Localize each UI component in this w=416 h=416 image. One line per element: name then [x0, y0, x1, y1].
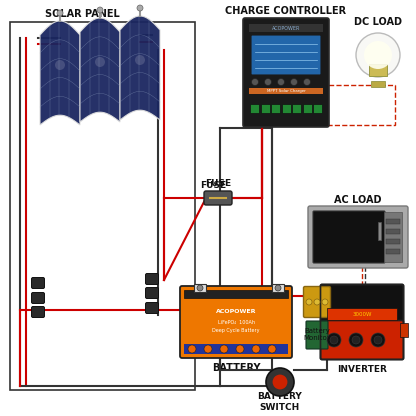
Bar [250, 104, 259, 113]
Text: DC LOAD: DC LOAD [354, 17, 402, 27]
Circle shape [204, 345, 212, 353]
Circle shape [349, 333, 363, 347]
Text: Deep Cycle Battery: Deep Cycle Battery [212, 328, 260, 333]
Circle shape [306, 299, 312, 305]
Circle shape [371, 333, 385, 347]
Bar [386, 239, 400, 244]
FancyBboxPatch shape [146, 302, 158, 314]
Bar [194, 284, 206, 292]
Text: CHARGE CONTROLLER: CHARGE CONTROLLER [225, 6, 347, 16]
FancyBboxPatch shape [251, 35, 321, 75]
Text: ACOPOWER: ACOPOWER [216, 309, 256, 314]
Circle shape [97, 7, 103, 13]
Polygon shape [40, 21, 80, 125]
Bar [184, 344, 288, 354]
Bar [302, 104, 312, 113]
Bar [260, 104, 270, 113]
Circle shape [277, 79, 285, 86]
Bar [386, 229, 400, 234]
Bar [271, 104, 280, 113]
Bar [249, 88, 323, 94]
FancyBboxPatch shape [306, 321, 328, 349]
Circle shape [272, 374, 288, 390]
FancyBboxPatch shape [146, 287, 158, 299]
Text: MPPT Solar Charger: MPPT Solar Charger [267, 89, 305, 93]
Circle shape [314, 299, 320, 305]
Text: SOLAR PANEL: SOLAR PANEL [45, 9, 120, 19]
Circle shape [57, 10, 63, 16]
FancyBboxPatch shape [32, 277, 45, 289]
Circle shape [290, 79, 297, 86]
Text: LiFePO₄  100Ah: LiFePO₄ 100Ah [218, 320, 255, 325]
Polygon shape [120, 16, 160, 120]
Circle shape [197, 285, 203, 291]
Circle shape [266, 368, 294, 396]
Circle shape [135, 55, 145, 65]
Circle shape [304, 79, 310, 86]
FancyBboxPatch shape [320, 285, 404, 324]
Bar [249, 24, 323, 32]
Text: BATTERY: BATTERY [212, 363, 260, 373]
Bar [10, 22, 195, 390]
Text: FUSE: FUSE [205, 178, 231, 188]
FancyBboxPatch shape [304, 287, 330, 317]
FancyBboxPatch shape [32, 292, 45, 304]
FancyBboxPatch shape [313, 211, 385, 263]
Text: Battery
Monitor: Battery Monitor [304, 329, 330, 342]
Bar [282, 104, 290, 113]
Circle shape [188, 345, 196, 353]
Circle shape [236, 345, 244, 353]
Circle shape [364, 41, 392, 69]
Bar [313, 104, 322, 113]
Circle shape [55, 60, 65, 70]
Bar [327, 308, 397, 320]
Circle shape [352, 336, 360, 344]
Bar [400, 323, 408, 337]
FancyBboxPatch shape [243, 18, 329, 127]
Bar [272, 284, 284, 292]
Bar [184, 290, 288, 298]
FancyBboxPatch shape [146, 273, 158, 285]
FancyBboxPatch shape [320, 320, 404, 359]
Text: 3000W: 3000W [352, 312, 372, 317]
Text: INVERTER: INVERTER [337, 366, 387, 374]
Text: AC LOAD: AC LOAD [334, 195, 382, 205]
Circle shape [356, 33, 400, 77]
Text: FUSE: FUSE [200, 181, 226, 190]
FancyBboxPatch shape [204, 191, 232, 205]
Bar [384, 212, 402, 262]
FancyBboxPatch shape [308, 206, 408, 268]
Circle shape [268, 345, 276, 353]
Bar [371, 81, 385, 87]
Circle shape [330, 336, 338, 344]
Circle shape [95, 57, 105, 67]
Circle shape [322, 299, 328, 305]
FancyBboxPatch shape [32, 307, 45, 317]
Circle shape [252, 345, 260, 353]
FancyBboxPatch shape [180, 286, 292, 358]
Circle shape [220, 345, 228, 353]
Bar [292, 104, 301, 113]
Bar [386, 249, 400, 254]
Circle shape [265, 79, 272, 86]
Polygon shape [80, 18, 120, 122]
Circle shape [252, 79, 258, 86]
Text: BATTERY
SWITCH: BATTERY SWITCH [258, 392, 302, 412]
Bar [378, 222, 381, 240]
Circle shape [275, 285, 281, 291]
Text: ACOPOWER: ACOPOWER [272, 25, 300, 30]
Bar [369, 64, 387, 76]
Circle shape [137, 5, 143, 11]
Circle shape [374, 336, 382, 344]
Circle shape [327, 333, 341, 347]
Bar [386, 219, 400, 224]
